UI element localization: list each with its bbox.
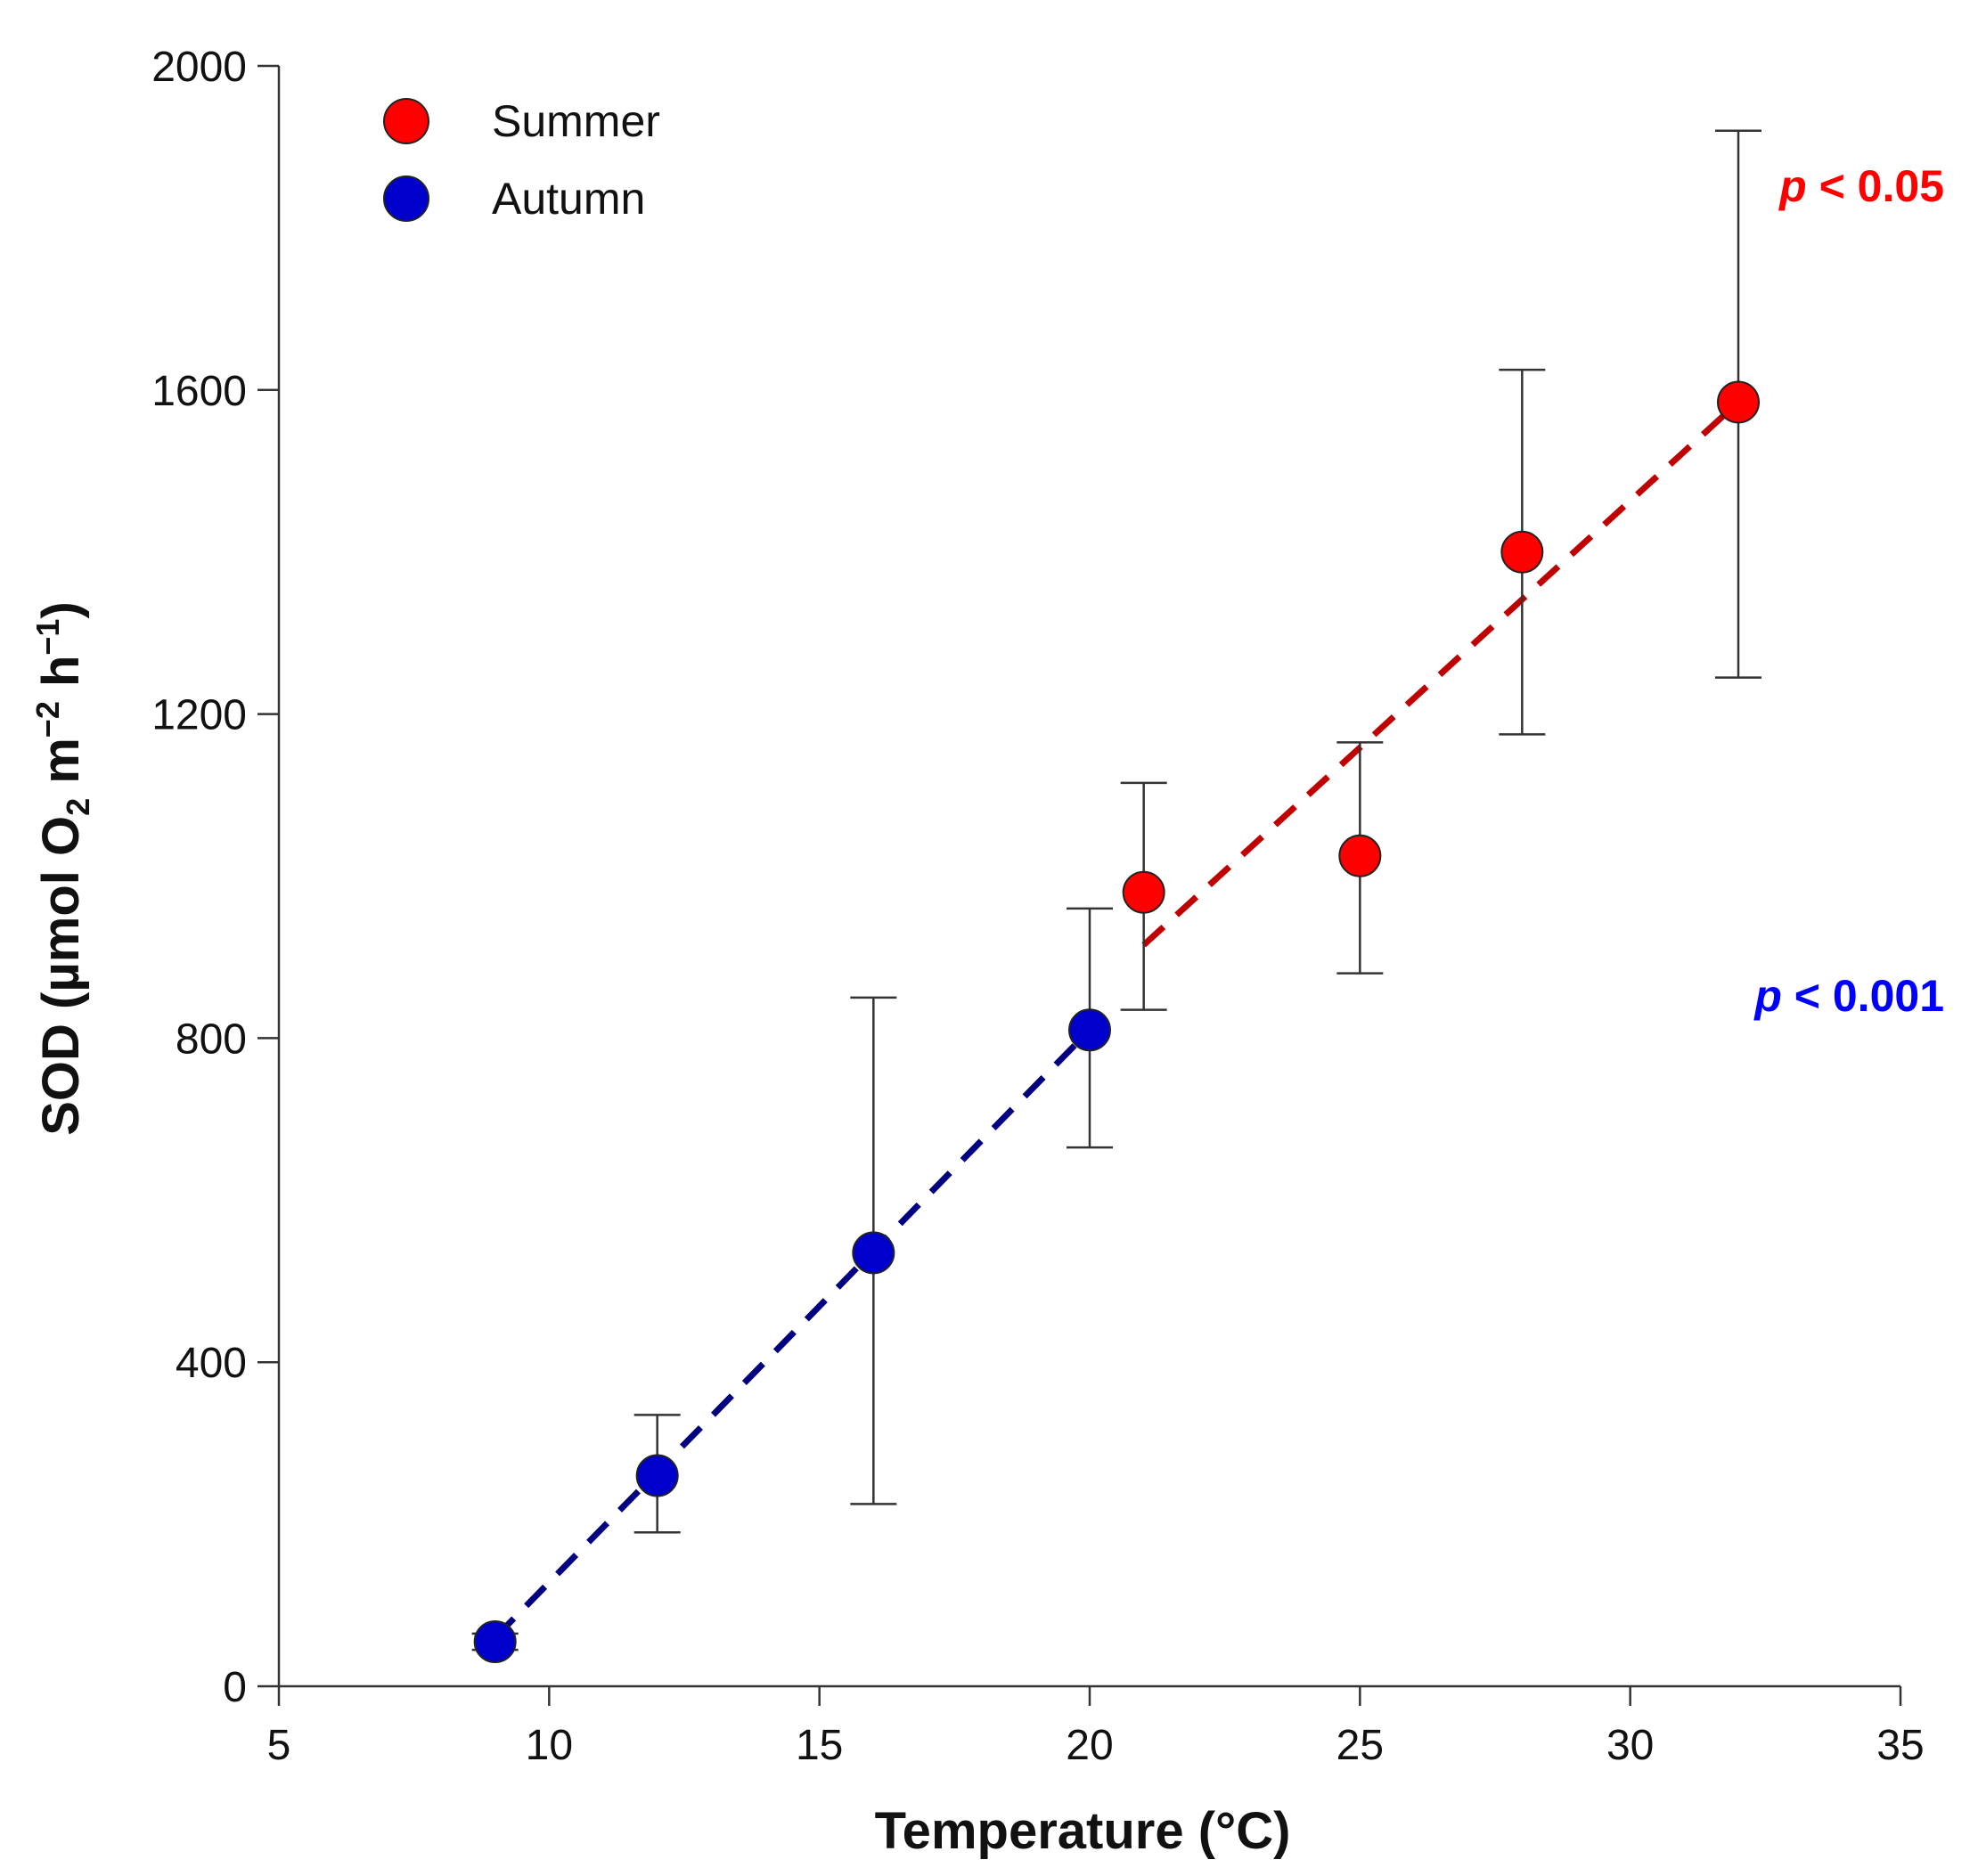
x-tick-label: 5	[267, 1722, 291, 1769]
y-tick-label: 400	[176, 1340, 247, 1387]
y-axis-title-m: m	[32, 738, 90, 798]
y-tick-label: 2000	[151, 44, 247, 91]
x-axis-title: Temperature (°C)	[875, 1802, 1291, 1860]
summer-p-text: < 0.05	[1807, 161, 1944, 211]
x-tick-label: 20	[1066, 1722, 1113, 1769]
y-axis-title-h-superscript: −1	[29, 619, 66, 656]
summer-fit-line	[1141, 399, 1741, 948]
autumn-point	[1068, 1008, 1111, 1052]
fit-lines	[493, 399, 1741, 1640]
autumn-point	[473, 1619, 517, 1663]
autumn-p-symbol: p	[1753, 971, 1782, 1021]
legend-item-summer: Summer	[383, 96, 660, 146]
summer-p-symbol: p	[1778, 161, 1807, 211]
legend-label-summer: Summer	[492, 96, 660, 146]
y-tick-label: 1600	[151, 368, 247, 415]
y-tick-label: 0	[223, 1664, 247, 1711]
summer-point	[1500, 530, 1544, 574]
y-axis-title-o2-subscript: 2	[60, 798, 96, 816]
legend-label-autumn: Autumn	[492, 174, 645, 224]
autumn-p-value: p < 0.001	[1753, 971, 1944, 1021]
summer-point	[1338, 834, 1382, 877]
legend-item-autumn: Autumn	[383, 174, 645, 224]
x-tick-label: 15	[796, 1722, 843, 1769]
legend-marker-summer	[383, 98, 429, 144]
autumn-fit-line	[493, 1027, 1092, 1640]
x-tick-label: 30	[1606, 1722, 1654, 1769]
y-axis-title-main: SOD (µmol O	[32, 816, 90, 1136]
y-axis-title-m-superscript: −2	[29, 701, 66, 738]
y-axis-title: SOD (µmol O2 m−2 h−1)	[29, 601, 96, 1136]
x-tick-label: 25	[1336, 1722, 1384, 1769]
legend: Summer Autumn	[383, 96, 660, 224]
autumn-point	[635, 1454, 679, 1497]
y-axis-title-h: h	[32, 656, 90, 702]
autumn-p-text: < 0.001	[1782, 971, 1944, 1021]
summer-p-value: p < 0.05	[1778, 161, 1944, 211]
summer-point	[1717, 380, 1760, 424]
autumn-point	[852, 1231, 895, 1275]
y-tick-label: 800	[176, 1015, 247, 1063]
y-tick-label: 1200	[151, 692, 247, 739]
y-axis-title-close: )	[32, 601, 90, 618]
data-points	[473, 380, 1760, 1663]
x-tick-label: 35	[1876, 1722, 1924, 1769]
x-tick-label: 10	[526, 1722, 573, 1769]
summer-point	[1122, 870, 1165, 914]
axes: 0 400 800 1200 1600 2000 5 10 15 20 25 30 35	[151, 44, 1924, 1769]
legend-marker-autumn	[383, 175, 429, 222]
error-bars	[471, 129, 1761, 1652]
